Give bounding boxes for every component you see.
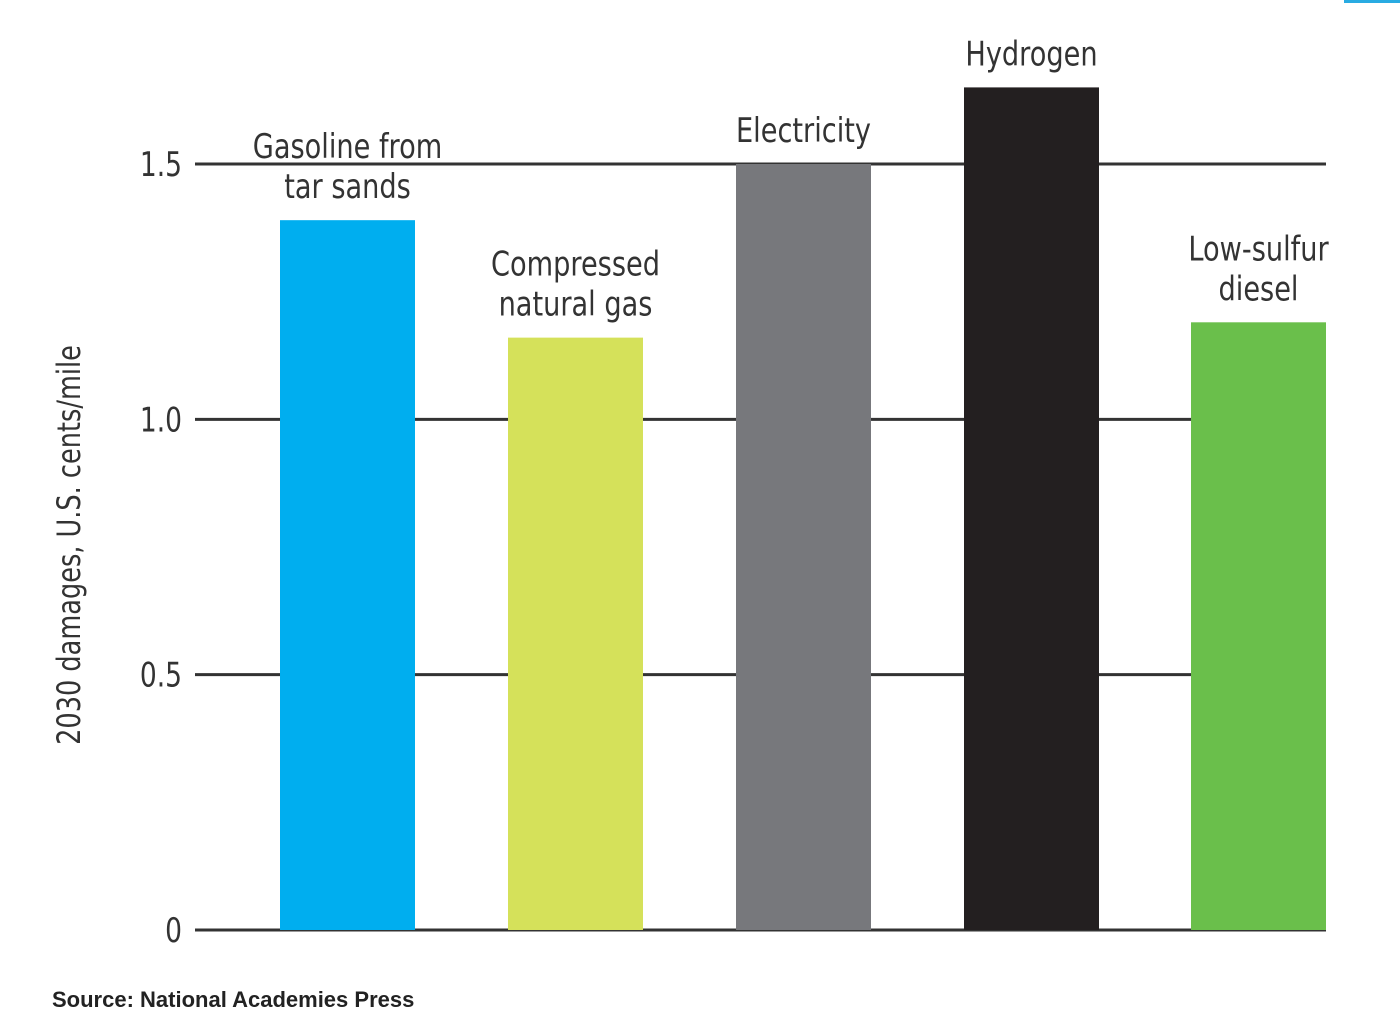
y-tick-label: 0.5 xyxy=(140,657,182,696)
bar-3 xyxy=(964,87,1099,930)
y-axis-title: 2030 damages, U.S. cents/mile xyxy=(50,345,88,745)
y-tick-label: 1.0 xyxy=(140,401,182,440)
corner-accent xyxy=(1344,0,1400,3)
bar-label-2-line-0: Electricity xyxy=(736,111,871,151)
bar-label-4-line-0: Low-sulfur xyxy=(1188,229,1329,269)
bar-label-3-line-0: Hydrogen xyxy=(965,34,1097,74)
bars xyxy=(280,87,1326,931)
y-tick-label: 1.5 xyxy=(140,146,182,185)
bar-4 xyxy=(1191,322,1326,931)
bar-label-0-line-0: Gasoline from xyxy=(253,127,442,167)
bar-label-0-line-1: tar sands xyxy=(284,167,411,207)
bar-2 xyxy=(736,164,871,930)
bar-0 xyxy=(280,220,415,930)
y-tick-label: 0 xyxy=(165,912,182,951)
bar-label-4-line-1: diesel xyxy=(1219,269,1299,309)
bar-label-1-line-0: Compressed xyxy=(491,245,660,285)
bar-label-1-line-1: natural gas xyxy=(499,285,653,325)
y-axis-ticks: 0 0.5 1.0 1.5 xyxy=(140,146,182,951)
bar-1 xyxy=(508,337,643,930)
source-note: Source: National Academies Press xyxy=(52,987,415,1012)
